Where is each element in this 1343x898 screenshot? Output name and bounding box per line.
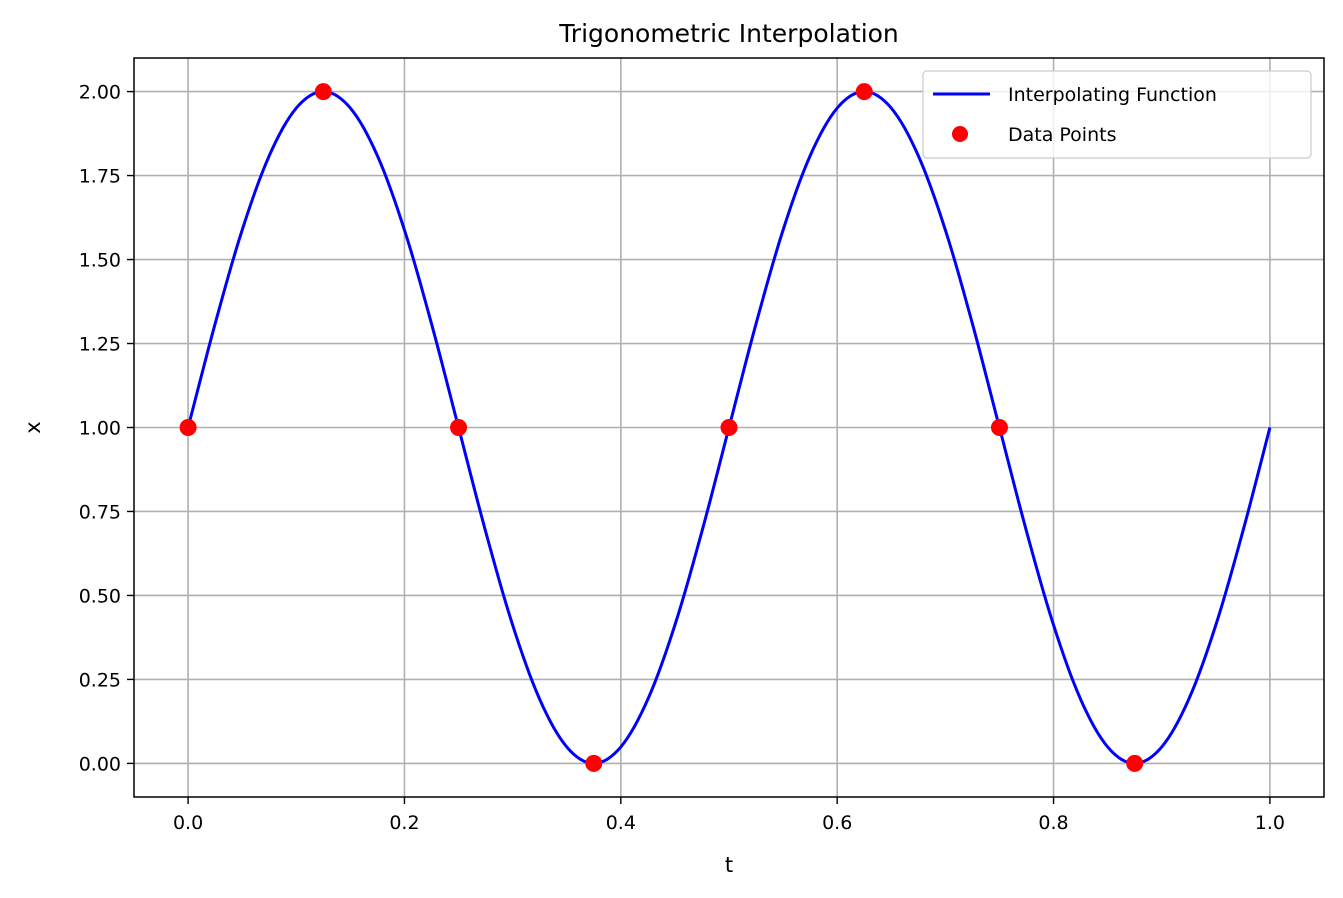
y-tick-label: 0.00	[79, 753, 121, 775]
legend-box	[922, 70, 1312, 159]
legend-label-data-points: Data Points	[1008, 124, 1116, 146]
data-point	[585, 754, 603, 772]
data-point	[450, 419, 468, 436]
y-tick-label: 2.00	[79, 82, 121, 104]
y-tick-label: 1.75	[79, 166, 121, 188]
x-tick-label: 0.4	[606, 812, 636, 834]
y-tick-label: 1.00	[79, 418, 121, 440]
legend-marker-swatch	[952, 126, 968, 142]
data-point	[720, 419, 738, 436]
x-tick-label: 0.0	[173, 812, 203, 834]
data-point	[179, 419, 197, 436]
y-tick-label: 1.50	[79, 250, 121, 272]
x-tick-label: 0.8	[1038, 812, 1068, 834]
x-tick-label: 1.0	[1255, 812, 1285, 834]
legend-label-interpolating-function: Interpolating Function	[1008, 84, 1217, 106]
data-point	[990, 419, 1008, 436]
y-tick-label: 0.25	[79, 669, 121, 691]
y-tick-label: 1.25	[79, 334, 121, 356]
chart-title: Trigonometric Interpolation	[558, 19, 899, 48]
data-point	[855, 83, 873, 101]
x-axis-label: t	[725, 853, 733, 877]
y-tick-label: 0.75	[79, 501, 121, 523]
axis-ticks: 0.0 0.2 0.4 0.6 0.8 1.0 0.00 0.25 0.50 0.75 1.00 1.…	[79, 82, 1285, 834]
data-point	[1126, 754, 1144, 772]
data-point	[314, 83, 332, 101]
y-axis-label: x	[21, 421, 45, 433]
x-tick-label: 0.2	[389, 812, 419, 834]
legend: Interpolating Function Data Points	[922, 70, 1312, 159]
plot-series	[179, 83, 1272, 772]
y-tick-label: 0.50	[79, 585, 121, 607]
x-tick-label: 0.6	[822, 812, 852, 834]
